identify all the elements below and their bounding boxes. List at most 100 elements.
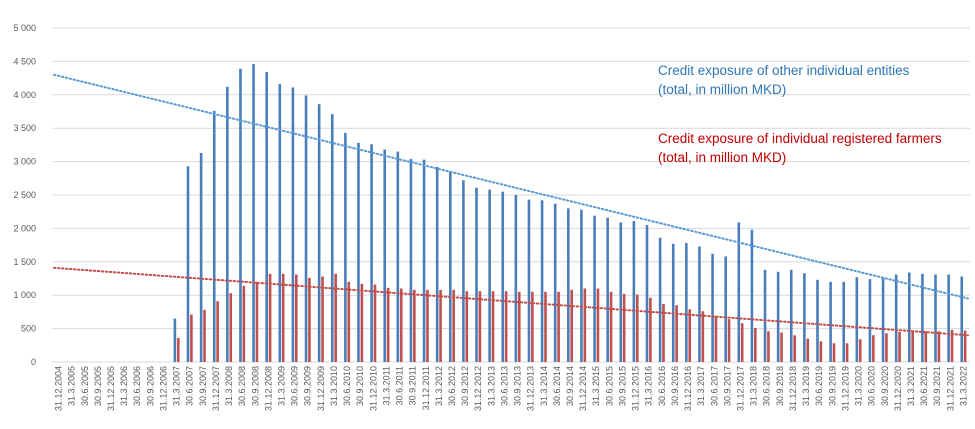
bar-other-individual-entities [344,132,347,362]
bar-registered-farmers [478,291,482,362]
bar-other-individual-entities [265,72,268,362]
x-tick-label: 30.6.2012 [447,366,457,406]
x-tick-label: 31.3.2011 [381,366,391,405]
bar-other-individual-entities [370,144,373,362]
bar-registered-farmers [885,333,888,362]
bar-registered-farmers [727,319,731,362]
bar-registered-farmers [452,289,455,362]
x-tick-label: 31.12.2004 [54,366,64,411]
bar-other-individual-entities [671,243,675,362]
bar-other-individual-entities [462,180,465,362]
x-tick-label: 31.3.2006 [119,366,129,406]
x-tick-label: 31.12.2015 [631,366,641,411]
x-tick-label: 31.3.2010 [329,366,339,406]
bar-registered-farmers [635,294,639,362]
y-tick-label: 1 500 [13,257,36,267]
x-tick-label: 30.9.2006 [145,366,155,406]
x-tick-label: 31.12.2012 [473,366,483,411]
x-tick-label: 31.12.2009 [316,366,326,411]
bar-registered-farmers [386,287,390,362]
y-tick-label: 3 000 [13,157,36,167]
bar-other-individual-entities [947,274,950,362]
x-tick-label: 30.9.2007 [198,366,208,406]
bar-registered-farmers [714,315,718,362]
x-tick-label: 31.12.2013 [526,366,536,411]
bar-other-individual-entities [475,187,478,362]
bar-registered-farmers [557,291,560,362]
bar-other-individual-entities [357,142,360,362]
bar-other-individual-entities [698,246,701,362]
bar-other-individual-entities [685,243,688,362]
x-tick-label: 31.12.2020 [893,366,903,411]
x-tick-label: 30.9.2008 [250,366,260,406]
x-tick-label: 30.6.2008 [237,366,247,406]
x-tick-label: 30.9.2011 [408,366,418,405]
bar-other-individual-entities [750,229,754,362]
bar-other-individual-entities [907,272,911,362]
bar-other-individual-entities [842,281,846,362]
bar-other-individual-entities [645,225,649,362]
bar-registered-farmers [898,331,901,362]
bar-registered-farmers [426,289,429,362]
x-tick-label: 31.12.2016 [683,366,693,411]
x-tick-label: 30.6.2009 [290,366,300,406]
x-tick-label: 30.6.2016 [657,366,667,406]
bar-other-individual-entities [435,166,439,362]
x-tick-label: 31.3.2013 [486,366,496,406]
bar-other-individual-entities [606,217,609,362]
trendline-red [53,266,969,337]
bar-other-individual-entities [173,318,177,362]
x-tick-label: 31.12.2017 [736,366,746,411]
bar-other-individual-entities [763,269,767,362]
legend-red-line1: Credit exposure of individual registered… [658,131,942,146]
bar-other-individual-entities [239,68,242,363]
bar-registered-farmers [176,337,180,362]
bar-other-individual-entities [199,152,203,362]
x-tick-label: 30.6.2015 [604,366,614,406]
bar-other-individual-entities [514,195,518,362]
y-axis-ticks: 5 000 4 500 4 000 3 500 3 000 2 500 2 000 1 500… [13,23,36,367]
bar-registered-farmers [872,335,875,362]
x-tick-label: 31.3.2017 [696,366,706,406]
x-tick-label: 30.6.2006 [132,366,142,406]
bar-registered-farmers [583,288,587,362]
bar-other-individual-entities [488,189,491,362]
x-tick-label: 31.12.2014 [578,366,588,411]
bar-other-individual-entities [553,203,557,362]
y-tick-label: 2 500 [13,190,36,200]
bar-other-individual-entities [330,114,334,362]
x-tick-label: 31.3.2019 [801,366,811,406]
x-tick-label: 31.3.2012 [434,366,444,406]
bar-other-individual-entities [186,166,190,362]
y-tick-label: 4 500 [13,56,36,66]
bar-registered-farmers [740,323,744,362]
x-tick-label: 30.9.2018 [775,366,785,406]
bar-registered-farmers [255,281,259,362]
bar-other-individual-entities [278,84,282,362]
y-tick-label: 2 000 [13,223,36,233]
x-tick-label: 30.6.2007 [185,366,195,406]
bar-registered-farmers [439,289,442,362]
bar-registered-farmers [203,309,206,362]
y-tick-label: 4 000 [13,90,36,100]
x-tick-label: 30.9.2021 [932,366,942,406]
bar-registered-farmers [229,293,233,362]
x-tick-label: 30.6.2010 [342,366,352,406]
x-tick-label: 31.3.2016 [644,366,654,406]
bar-other-individual-entities [567,208,570,362]
bar-other-individual-entities [881,278,885,362]
bar-other-individual-entities [921,273,924,362]
bar-registered-farmers [609,291,613,362]
x-tick-label: 31.12.2005 [106,366,116,411]
bar-registered-farmers [845,343,849,362]
x-tick-label: 30.9.2012 [460,366,470,406]
x-axis-ticks: 31.12.2004 31.3.2005 30.6.2005 30.9.2005 31.… [54,366,969,411]
bar-registered-farmers [701,311,705,362]
x-tick-label: 30.9.2019 [827,366,837,406]
legend-red-line2: (total, in million MKD) [658,150,786,165]
bar-registered-farmers [688,309,692,362]
x-tick-label: 30.9.2017 [722,366,732,406]
legend-blue-line2: (total, in million MKD) [658,82,786,97]
x-tick-label: 30.9.2020 [880,366,890,406]
x-tick-label: 30.6.2005 [80,366,90,406]
